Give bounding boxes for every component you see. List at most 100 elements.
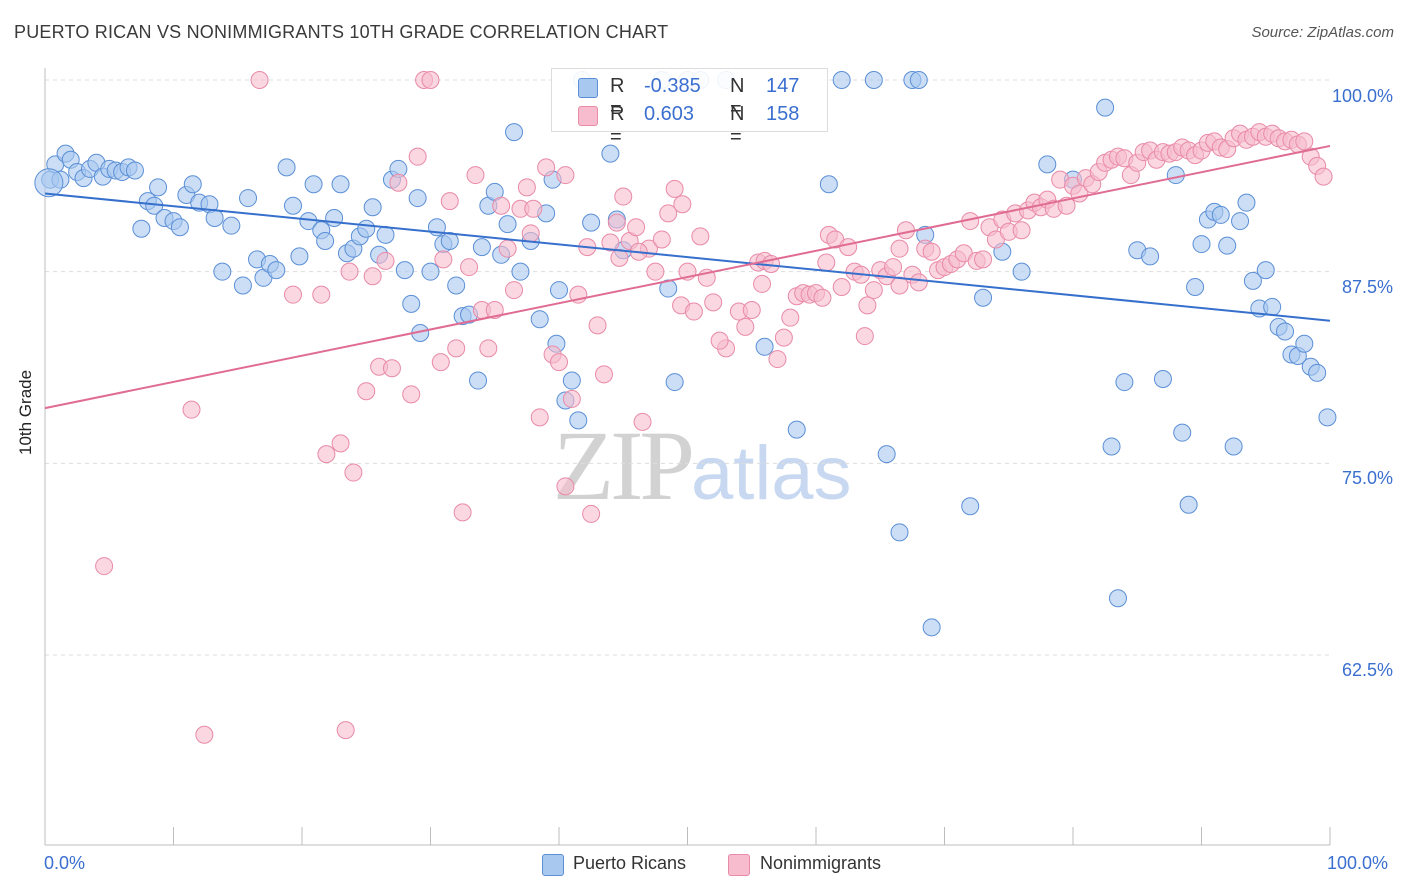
nonimmigrants-point [402, 385, 421, 404]
puerto-ricans-point [149, 178, 168, 197]
nonimmigrants-point [736, 317, 755, 336]
nonimmigrants-point [389, 173, 408, 192]
puerto-ricans-point [819, 175, 838, 194]
puerto-ricans-point [877, 445, 896, 464]
nonimmigrants-point [614, 187, 633, 206]
puerto-ricans-point [1141, 247, 1160, 266]
puerto-ricans-point [125, 161, 144, 180]
chart-title: PUERTO RICAN VS NONIMMIGRANTS 10TH GRADE… [14, 22, 669, 42]
y-axis-label: 10th Grade [16, 369, 35, 455]
puerto-ricans-point [922, 618, 941, 637]
nonimmigrants-point [1295, 132, 1314, 151]
puerto-ricans-point [170, 218, 189, 237]
puerto-ricans-point [304, 175, 323, 194]
puerto-ricans-point [498, 215, 517, 234]
nonimmigrants-point [588, 316, 607, 335]
nonimmigrants-point [498, 239, 517, 258]
nonimmigrants-point [832, 278, 851, 296]
nonimmigrants-point [704, 293, 723, 312]
puerto-ricans-point [1243, 271, 1262, 290]
r-value: -0.385 [644, 75, 701, 97]
nonimmigrants-point [710, 331, 729, 350]
puerto-ricans-point [601, 144, 620, 163]
nonimmigrants-point [550, 353, 568, 372]
puerto-ricans-point [505, 123, 524, 142]
puerto-ricans-point [1102, 437, 1121, 456]
puerto-ricans-point [213, 262, 232, 281]
nonimmigrants-point [813, 288, 832, 307]
nonimmigrants-point [431, 353, 450, 372]
nonimmigrants-point [530, 408, 549, 427]
nonimmigrants-point [742, 301, 761, 319]
legend-swatch-pink [728, 854, 750, 876]
puerto-ricans-point [1231, 212, 1250, 231]
puerto-ricans-point [787, 420, 806, 439]
r-label: R = [610, 103, 625, 148]
puerto-ricans-point [864, 71, 883, 89]
r-value: 0.603 [644, 103, 695, 125]
nonimmigrants-point [195, 725, 214, 744]
puerto-ricans-point [909, 71, 928, 89]
nonimmigrants-point [376, 251, 395, 270]
nonimmigrants-point [673, 195, 692, 214]
puerto-ricans-point [421, 262, 440, 281]
nonimmigrants-point [344, 463, 363, 482]
puerto-ricans-point [1179, 495, 1198, 514]
nonimmigrants-point [594, 365, 613, 384]
puerto-ricans-point [1256, 261, 1275, 280]
legend-label: Puerto Ricans [573, 853, 687, 873]
nonimmigrants-point [453, 503, 472, 522]
y-tick-label-75: 75.0% [1341, 468, 1393, 488]
puerto-ricans-point [205, 209, 224, 227]
nonimmigrants-point [646, 262, 665, 281]
puerto-ricans-point [1166, 166, 1185, 185]
puerto-ricans-point [1276, 322, 1295, 341]
watermark-atlas: atlas [691, 431, 852, 516]
nonimmigrants-point [331, 434, 350, 453]
legend-swatch-blue [578, 78, 598, 98]
puerto-ricans-point [1115, 373, 1134, 392]
nonimmigrants-point [839, 238, 858, 257]
puerto-ricans-point [569, 411, 588, 430]
nonimmigrants-point [336, 721, 355, 740]
puerto-ricans-point [974, 288, 993, 307]
nonimmigrants-point [890, 276, 909, 295]
puerto-ricans-point [832, 71, 851, 89]
puerto-ricans-point [447, 276, 466, 295]
nonimmigrants-point [466, 166, 485, 185]
puerto-ricans-point [331, 175, 350, 194]
puerto-ricans-point [550, 281, 568, 300]
y-tick-label-87-5: 87.5% [1341, 277, 1393, 297]
nonimmigrants-point [601, 233, 620, 252]
puerto-ricans-point [1173, 423, 1192, 442]
nonimmigrants-point [817, 253, 836, 272]
nonimmigrants-trend-line [44, 144, 1331, 410]
n-value: 147 [766, 75, 800, 97]
nonimmigrants-point [408, 147, 427, 166]
nonimmigrants-point [633, 412, 652, 431]
nonimmigrants-point [479, 339, 498, 358]
puerto-ricans-point [530, 310, 549, 329]
nonimmigrants-point [505, 281, 524, 300]
nonimmigrants-point [556, 477, 575, 496]
nonimmigrants-point [182, 400, 201, 419]
puerto-ricans-point [1224, 437, 1243, 456]
nonimmigrants-point [460, 258, 479, 277]
puerto-ricans-point [1038, 155, 1057, 174]
puerto-ricans-point [665, 373, 684, 392]
r-label: R = [610, 75, 625, 120]
puerto-ricans-point-cluster [34, 168, 64, 198]
puerto-ricans-point [440, 232, 459, 250]
nonimmigrants-point [517, 178, 536, 197]
nonimmigrants-point [659, 204, 678, 223]
nonimmigrants-point [627, 218, 646, 237]
puerto-ricans-point [277, 158, 296, 177]
nonimmigrants-point [884, 258, 903, 277]
x-tick-label-max: 100.0% [1327, 853, 1389, 873]
nonimmigrants-point [1012, 221, 1031, 240]
nonimmigrants-point [774, 328, 793, 347]
puerto-ricans-point [1186, 278, 1205, 296]
nonimmigrants-point [556, 166, 575, 185]
nonimmigrants-point [909, 273, 928, 292]
